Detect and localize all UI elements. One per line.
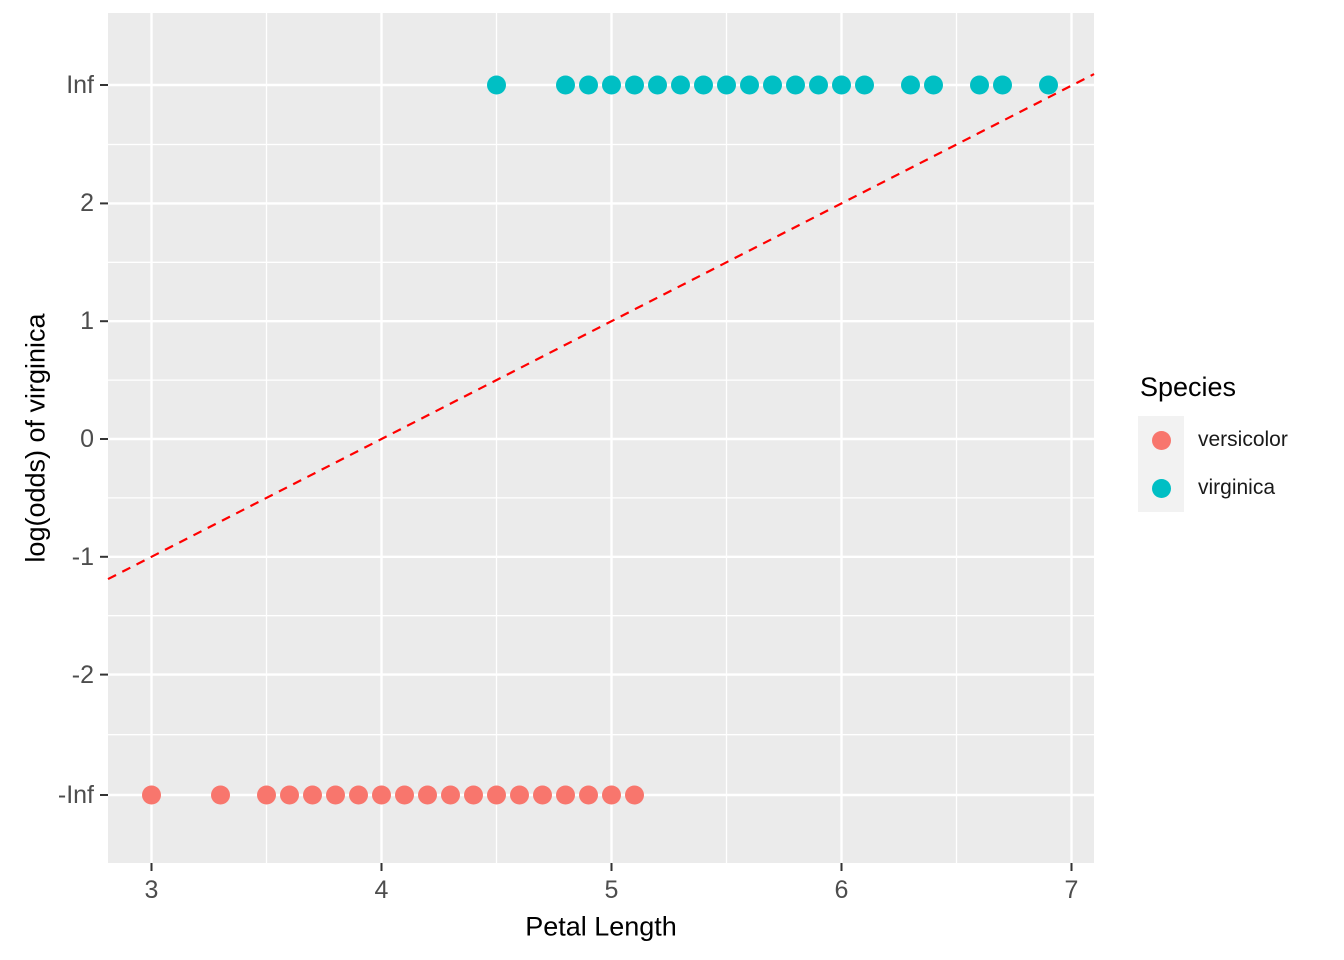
data-point-versicolor (257, 785, 276, 805)
data-point-virginica (855, 75, 874, 95)
data-point-virginica (579, 75, 598, 95)
data-point-versicolor (349, 785, 368, 805)
data-point-virginica (671, 75, 690, 95)
data-point-virginica (970, 75, 989, 95)
data-point-versicolor (625, 785, 644, 805)
data-point-versicolor (418, 785, 437, 805)
legend-keys: versicolor virginica (1138, 416, 1288, 512)
data-point-virginica (832, 75, 851, 95)
data-point-virginica (809, 75, 828, 95)
y-tick-label: -2 (71, 660, 94, 689)
legend-entry-virginica: virginica (1138, 464, 1288, 512)
data-point-virginica (740, 75, 759, 95)
y-tick-label: Inf (66, 71, 94, 99)
data-point-versicolor (602, 785, 621, 805)
data-point-versicolor (326, 785, 345, 805)
legend-entry-versicolor: versicolor (1138, 416, 1288, 464)
data-point-versicolor (533, 785, 552, 805)
data-point-versicolor (303, 785, 322, 805)
legend-entry-label: virginica (1198, 476, 1276, 499)
y-tick-label: 1 (80, 307, 94, 336)
data-point-virginica (717, 75, 736, 95)
x-tick-label: 5 (604, 876, 619, 904)
data-point-versicolor (556, 785, 575, 805)
data-point-versicolor (441, 785, 460, 805)
data-point-versicolor (395, 785, 414, 805)
data-point-versicolor (280, 785, 299, 805)
data-point-versicolor (510, 785, 529, 805)
x-tick-label: 3 (144, 876, 159, 904)
data-point-versicolor (142, 785, 161, 805)
data-point-virginica (763, 75, 782, 95)
data-point-versicolor (487, 785, 506, 805)
data-point-virginica (901, 75, 920, 95)
data-point-virginica (648, 75, 667, 95)
legend-dot-icon (1151, 430, 1171, 450)
data-point-virginica (556, 75, 575, 95)
data-point-versicolor (211, 785, 230, 805)
y-tick-label: 0 (80, 425, 94, 453)
legend-title: Species (1140, 372, 1237, 402)
data-point-virginica (993, 75, 1012, 95)
legend-key-box (1138, 464, 1184, 512)
data-point-versicolor (372, 785, 391, 805)
data-point-virginica (786, 75, 805, 95)
legend-dot-icon (1151, 478, 1171, 498)
y-tick-label: -Inf (57, 780, 94, 809)
x-axis-title: Petal Length (525, 911, 677, 942)
data-point-virginica (625, 75, 644, 95)
legend: Species versicolor virginica (1138, 372, 1288, 512)
y-tick-label: -1 (71, 542, 94, 571)
data-point-virginica (487, 75, 506, 95)
data-point-versicolor (579, 785, 598, 805)
data-point-virginica (1039, 75, 1058, 95)
x-tick-label: 4 (374, 876, 389, 904)
data-point-virginica (602, 75, 621, 95)
x-tick-label: 7 (1064, 876, 1079, 904)
reference-line (107, 73, 1095, 581)
legend-key-box (1138, 416, 1184, 464)
data-point-versicolor (464, 785, 483, 805)
data-point-virginica (924, 75, 943, 95)
x-tick-label: 6 (834, 876, 849, 904)
y-tick-label: 2 (80, 189, 94, 218)
data-point-virginica (694, 75, 713, 95)
legend-entry-label: versicolor (1198, 428, 1288, 451)
